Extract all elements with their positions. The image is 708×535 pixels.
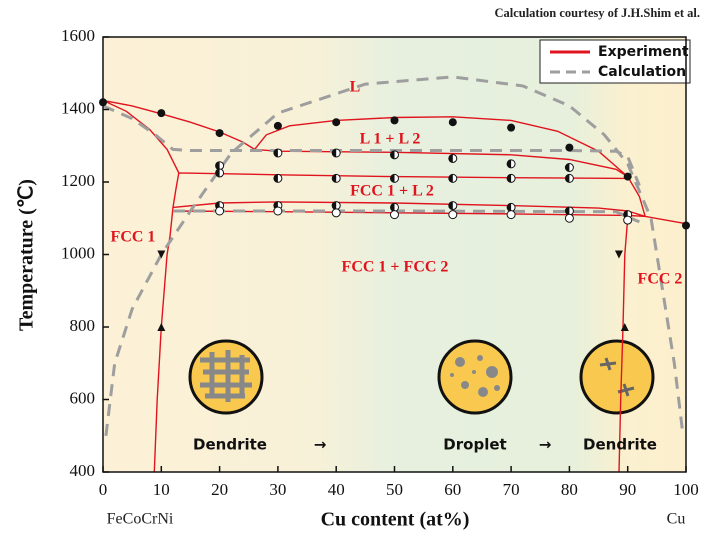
marker-half — [565, 174, 570, 183]
legend — [539, 39, 691, 84]
y-tick-label: 1600 — [61, 26, 95, 45]
inset-icons — [188, 339, 655, 415]
x-tick-label: 80 — [561, 480, 578, 499]
subtitle: Calculation courtesy of J.H.Shim et al. — [494, 6, 700, 20]
marker — [682, 221, 690, 230]
marker-half — [215, 161, 220, 170]
marker — [390, 150, 399, 160]
marker — [331, 148, 341, 158]
inset-label: Droplet — [443, 436, 506, 454]
marker — [331, 173, 341, 183]
marker — [506, 210, 516, 220]
marker — [614, 250, 623, 259]
region-label: FCC 1 + L 2 — [350, 183, 434, 200]
x-tick-label: 40 — [328, 480, 345, 499]
marker-half — [448, 154, 453, 163]
x-axis-title: Cu content (at%) — [321, 509, 470, 531]
marker-half — [332, 201, 337, 210]
marker-half — [565, 207, 570, 215]
legend-label: Calculation — [598, 64, 686, 80]
marker — [157, 250, 166, 259]
marker — [390, 116, 399, 125]
x-end-label: FeCoCrNi — [107, 511, 174, 528]
marker-half — [273, 174, 278, 183]
region-label: FCC 2 — [638, 271, 683, 288]
marker — [215, 129, 224, 138]
y-axis-title: Temperature (℃) — [16, 179, 38, 331]
marker — [564, 213, 574, 223]
marker — [623, 215, 633, 225]
marker-half — [507, 174, 512, 183]
marker-half — [215, 168, 220, 177]
y-tick-label: 600 — [70, 388, 96, 407]
marker-half — [390, 174, 395, 183]
marker — [390, 210, 399, 220]
region-label: FCC 1 — [111, 229, 156, 246]
y-tick-label: 400 — [70, 461, 96, 480]
marker — [215, 206, 225, 216]
marker — [564, 173, 574, 183]
x-tick-label: 30 — [269, 480, 286, 499]
x-tick-label: 20 — [211, 480, 228, 499]
marker — [390, 173, 399, 183]
marker — [99, 98, 107, 107]
inset-label: → — [314, 436, 327, 454]
y-tick-label: 1200 — [61, 171, 95, 190]
marker — [506, 173, 516, 183]
marker — [273, 206, 283, 216]
marker — [623, 172, 632, 181]
marker-half — [273, 149, 278, 157]
x-tick-label: 0 — [99, 480, 108, 499]
inset-label: Dendrite — [193, 436, 267, 454]
marker-half — [565, 163, 570, 172]
marker — [331, 208, 341, 218]
marker — [448, 210, 458, 220]
x-tick-label: 50 — [386, 480, 403, 499]
region-label: L 1 + L 2 — [360, 131, 421, 148]
inset-label: Dendrite — [583, 436, 657, 454]
marker — [273, 121, 282, 130]
marker — [564, 163, 574, 172]
marker — [565, 143, 574, 152]
marker — [273, 173, 283, 183]
marker-half — [507, 203, 512, 212]
y-tick-label: 800 — [70, 316, 96, 335]
series-line — [102, 75, 685, 436]
marker — [564, 206, 574, 216]
marker-half — [448, 201, 453, 210]
y-tick-label: 1000 — [61, 243, 95, 262]
marker — [215, 168, 225, 178]
marker — [448, 201, 458, 211]
y-tick-label: 1400 — [61, 98, 95, 117]
marker-half — [390, 150, 395, 159]
marker-half — [332, 149, 337, 157]
marker — [157, 109, 166, 118]
x-tick-label: 70 — [503, 480, 520, 499]
x-tick-label: 10 — [153, 480, 170, 499]
marker-half — [390, 203, 395, 212]
legend-label: Experiment — [598, 44, 689, 60]
x-tick-label: 100 — [673, 480, 699, 499]
marker — [157, 323, 166, 331]
region-label: FCC 1 + FCC 2 — [342, 259, 449, 276]
x-tick-label: 90 — [619, 480, 636, 499]
marker — [620, 323, 629, 331]
marker — [390, 202, 399, 212]
x-tick-label: 60 — [444, 480, 461, 499]
marker — [507, 123, 516, 132]
marker — [448, 153, 458, 163]
marker — [332, 118, 341, 127]
marker — [506, 159, 516, 169]
x-end-label: Cu — [667, 511, 686, 528]
marker — [273, 148, 283, 158]
marker-half — [448, 174, 453, 183]
marker-half — [507, 159, 512, 168]
inset-label: → — [539, 436, 552, 454]
marker — [448, 118, 457, 127]
marker — [448, 173, 458, 183]
region-label: L — [350, 79, 361, 96]
marker-half — [332, 174, 337, 183]
